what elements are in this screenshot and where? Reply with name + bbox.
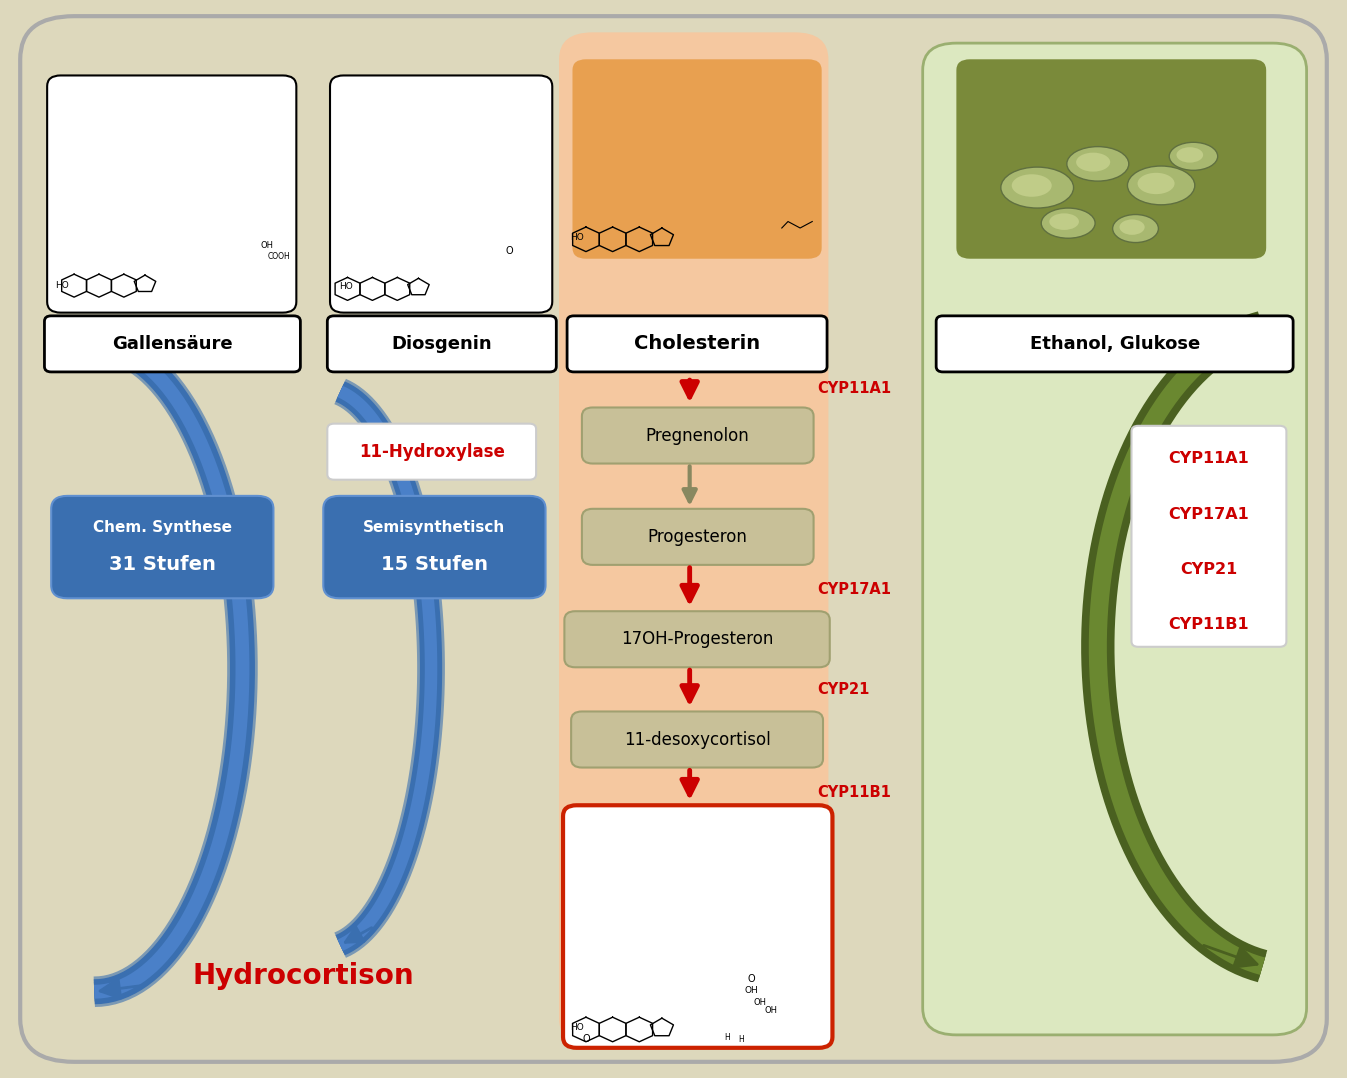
FancyBboxPatch shape — [20, 16, 1327, 1062]
Text: 15 Stufen: 15 Stufen — [381, 555, 488, 573]
Ellipse shape — [1137, 172, 1175, 194]
Text: Ethanol, Glukose: Ethanol, Glukose — [1029, 335, 1200, 353]
Text: CYP11B1: CYP11B1 — [818, 785, 892, 800]
Ellipse shape — [1012, 175, 1052, 197]
Text: OH: OH — [765, 1006, 777, 1014]
Text: CYP11B1: CYP11B1 — [1169, 618, 1249, 632]
FancyBboxPatch shape — [936, 316, 1293, 372]
Ellipse shape — [1067, 147, 1129, 181]
FancyBboxPatch shape — [923, 43, 1307, 1035]
FancyBboxPatch shape — [572, 59, 822, 259]
Text: CYP11A1: CYP11A1 — [818, 381, 892, 396]
Text: O: O — [505, 246, 513, 257]
Text: HO: HO — [339, 282, 353, 291]
Text: 11-desoxycortisol: 11-desoxycortisol — [624, 731, 770, 748]
Text: 11-Hydroxylase: 11-Hydroxylase — [358, 443, 505, 460]
Text: H: H — [738, 1035, 745, 1044]
Text: OH: OH — [753, 997, 766, 1007]
Ellipse shape — [1127, 166, 1195, 205]
Text: OH: OH — [745, 986, 758, 995]
FancyBboxPatch shape — [956, 59, 1266, 259]
Text: H: H — [725, 1033, 730, 1042]
Text: CYP21: CYP21 — [818, 682, 870, 697]
FancyBboxPatch shape — [327, 316, 556, 372]
Text: Cholesterin: Cholesterin — [634, 334, 760, 354]
FancyBboxPatch shape — [44, 316, 300, 372]
FancyBboxPatch shape — [571, 711, 823, 768]
FancyBboxPatch shape — [47, 75, 296, 313]
FancyBboxPatch shape — [567, 316, 827, 372]
Text: Hydrocortison: Hydrocortison — [193, 962, 414, 990]
FancyBboxPatch shape — [330, 75, 552, 313]
FancyBboxPatch shape — [582, 509, 814, 565]
Text: Gallensäure: Gallensäure — [112, 335, 233, 353]
FancyBboxPatch shape — [564, 611, 830, 667]
Text: HO: HO — [55, 281, 69, 290]
Text: 17OH-Progesteron: 17OH-Progesteron — [621, 631, 773, 648]
FancyBboxPatch shape — [582, 407, 814, 464]
Text: Chem. Synthese: Chem. Synthese — [93, 521, 232, 535]
Ellipse shape — [1113, 215, 1158, 243]
Ellipse shape — [1001, 167, 1074, 208]
Text: CYP11A1: CYP11A1 — [1169, 452, 1249, 467]
FancyBboxPatch shape — [323, 496, 546, 598]
Ellipse shape — [1076, 153, 1110, 171]
Text: CYP21: CYP21 — [1180, 562, 1238, 577]
Text: O: O — [748, 975, 756, 984]
Text: Pregnenolon: Pregnenolon — [645, 427, 750, 444]
Ellipse shape — [1041, 208, 1095, 238]
Ellipse shape — [1119, 220, 1145, 235]
FancyBboxPatch shape — [563, 805, 832, 1048]
Text: OH: OH — [260, 241, 273, 250]
Text: HO: HO — [570, 1023, 583, 1032]
Ellipse shape — [1169, 142, 1218, 170]
Text: Progesteron: Progesteron — [648, 528, 748, 545]
FancyBboxPatch shape — [51, 496, 273, 598]
Text: CYP17A1: CYP17A1 — [1169, 507, 1249, 522]
Text: HO: HO — [570, 233, 583, 241]
Text: 31 Stufen: 31 Stufen — [109, 555, 216, 573]
Ellipse shape — [1049, 213, 1079, 230]
Text: O: O — [582, 1034, 590, 1045]
Text: CYP17A1: CYP17A1 — [818, 582, 892, 597]
Text: Diosgenin: Diosgenin — [392, 335, 492, 353]
Text: COOH: COOH — [268, 252, 290, 261]
Ellipse shape — [1176, 148, 1203, 163]
Text: Semisynthetisch: Semisynthetisch — [364, 521, 505, 535]
FancyBboxPatch shape — [1131, 426, 1286, 647]
FancyBboxPatch shape — [327, 424, 536, 480]
FancyBboxPatch shape — [559, 32, 828, 1046]
